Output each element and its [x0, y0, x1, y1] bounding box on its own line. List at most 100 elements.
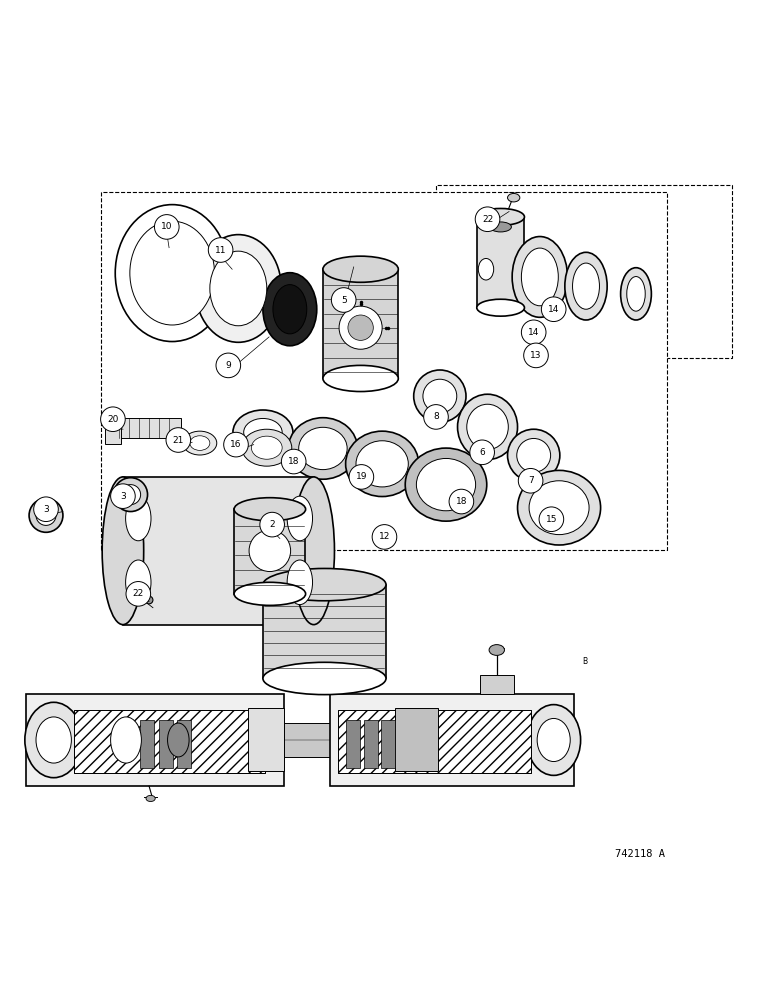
Ellipse shape [25, 702, 83, 778]
Text: 15: 15 [546, 515, 557, 524]
Ellipse shape [263, 273, 317, 346]
Bar [381, 720, 395, 768]
Ellipse shape [507, 193, 520, 202]
Circle shape [523, 343, 548, 368]
Bar [123, 477, 313, 625]
Circle shape [541, 297, 566, 322]
Ellipse shape [537, 718, 571, 762]
Ellipse shape [521, 248, 558, 306]
Bar [337, 710, 531, 773]
Circle shape [331, 288, 356, 312]
Text: 22: 22 [482, 215, 493, 224]
Bar [74, 710, 266, 773]
Ellipse shape [490, 222, 511, 232]
Bar [74, 710, 266, 773]
Bar [337, 710, 531, 773]
FancyBboxPatch shape [101, 192, 667, 550]
Text: 742118 A: 742118 A [615, 849, 665, 859]
Ellipse shape [234, 582, 306, 605]
Ellipse shape [287, 560, 313, 605]
Ellipse shape [29, 498, 63, 532]
Ellipse shape [36, 717, 71, 763]
Ellipse shape [477, 208, 524, 225]
Text: 21: 21 [173, 436, 184, 445]
Text: 18: 18 [288, 457, 300, 466]
Ellipse shape [621, 268, 652, 320]
Circle shape [349, 465, 374, 489]
Ellipse shape [113, 478, 147, 512]
Ellipse shape [242, 429, 292, 466]
Ellipse shape [183, 431, 217, 455]
Circle shape [166, 428, 191, 452]
Ellipse shape [36, 505, 56, 525]
Circle shape [216, 353, 241, 378]
FancyBboxPatch shape [436, 185, 732, 358]
Ellipse shape [288, 418, 357, 479]
Ellipse shape [507, 429, 560, 482]
Ellipse shape [263, 568, 386, 601]
Circle shape [154, 215, 179, 239]
Circle shape [260, 512, 284, 537]
Text: B: B [582, 657, 587, 666]
Bar [105, 413, 120, 444]
Ellipse shape [383, 528, 391, 536]
Circle shape [470, 440, 494, 465]
Ellipse shape [110, 717, 141, 763]
Ellipse shape [233, 410, 293, 455]
Text: 6: 6 [479, 448, 485, 457]
Ellipse shape [423, 379, 457, 413]
Ellipse shape [627, 277, 645, 311]
Circle shape [110, 484, 135, 508]
Text: 16: 16 [230, 440, 242, 449]
Ellipse shape [529, 481, 589, 535]
Bar [26, 694, 283, 786]
Circle shape [281, 449, 306, 474]
Ellipse shape [479, 258, 493, 280]
Ellipse shape [126, 560, 151, 605]
Bar [115, 418, 181, 438]
Circle shape [518, 468, 543, 493]
Bar [323, 269, 398, 378]
Text: 12: 12 [379, 532, 390, 541]
Ellipse shape [458, 394, 517, 460]
Ellipse shape [339, 306, 382, 349]
Bar [364, 720, 378, 768]
Text: 7: 7 [528, 476, 533, 485]
Ellipse shape [414, 370, 466, 422]
Ellipse shape [293, 477, 334, 625]
Ellipse shape [323, 365, 398, 392]
Bar [480, 675, 513, 694]
Circle shape [34, 497, 59, 522]
Ellipse shape [115, 205, 229, 342]
Text: 9: 9 [225, 361, 231, 370]
Text: 3: 3 [120, 492, 126, 501]
Text: 13: 13 [530, 351, 542, 360]
Ellipse shape [249, 530, 290, 572]
Circle shape [424, 405, 449, 429]
Bar [346, 720, 360, 768]
Text: 8: 8 [433, 412, 438, 421]
Ellipse shape [356, 441, 408, 487]
Text: 5: 5 [340, 296, 347, 305]
Ellipse shape [145, 596, 153, 604]
Bar [283, 723, 330, 757]
Text: 22: 22 [133, 589, 144, 598]
Bar [234, 509, 305, 594]
Ellipse shape [190, 436, 210, 450]
Circle shape [449, 489, 474, 514]
Ellipse shape [517, 470, 601, 545]
Ellipse shape [299, 427, 347, 470]
Ellipse shape [120, 485, 141, 505]
Text: 14: 14 [548, 305, 560, 314]
Ellipse shape [168, 723, 189, 757]
Text: 14: 14 [528, 328, 540, 337]
Ellipse shape [210, 251, 267, 326]
Ellipse shape [323, 256, 398, 282]
Ellipse shape [477, 299, 524, 316]
Ellipse shape [573, 263, 600, 309]
Ellipse shape [195, 235, 281, 342]
Ellipse shape [287, 496, 313, 541]
Bar [248, 708, 284, 771]
Bar [395, 708, 438, 771]
Text: 18: 18 [455, 497, 467, 506]
